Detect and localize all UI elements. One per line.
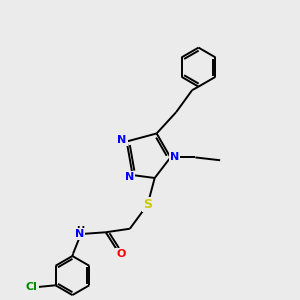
Text: N: N (75, 229, 85, 239)
Text: N: N (125, 172, 134, 182)
Text: S: S (143, 198, 152, 211)
Text: O: O (116, 249, 126, 259)
Text: H: H (76, 226, 84, 236)
Text: N: N (170, 152, 179, 162)
Text: N: N (118, 135, 127, 145)
Text: Cl: Cl (26, 282, 38, 292)
